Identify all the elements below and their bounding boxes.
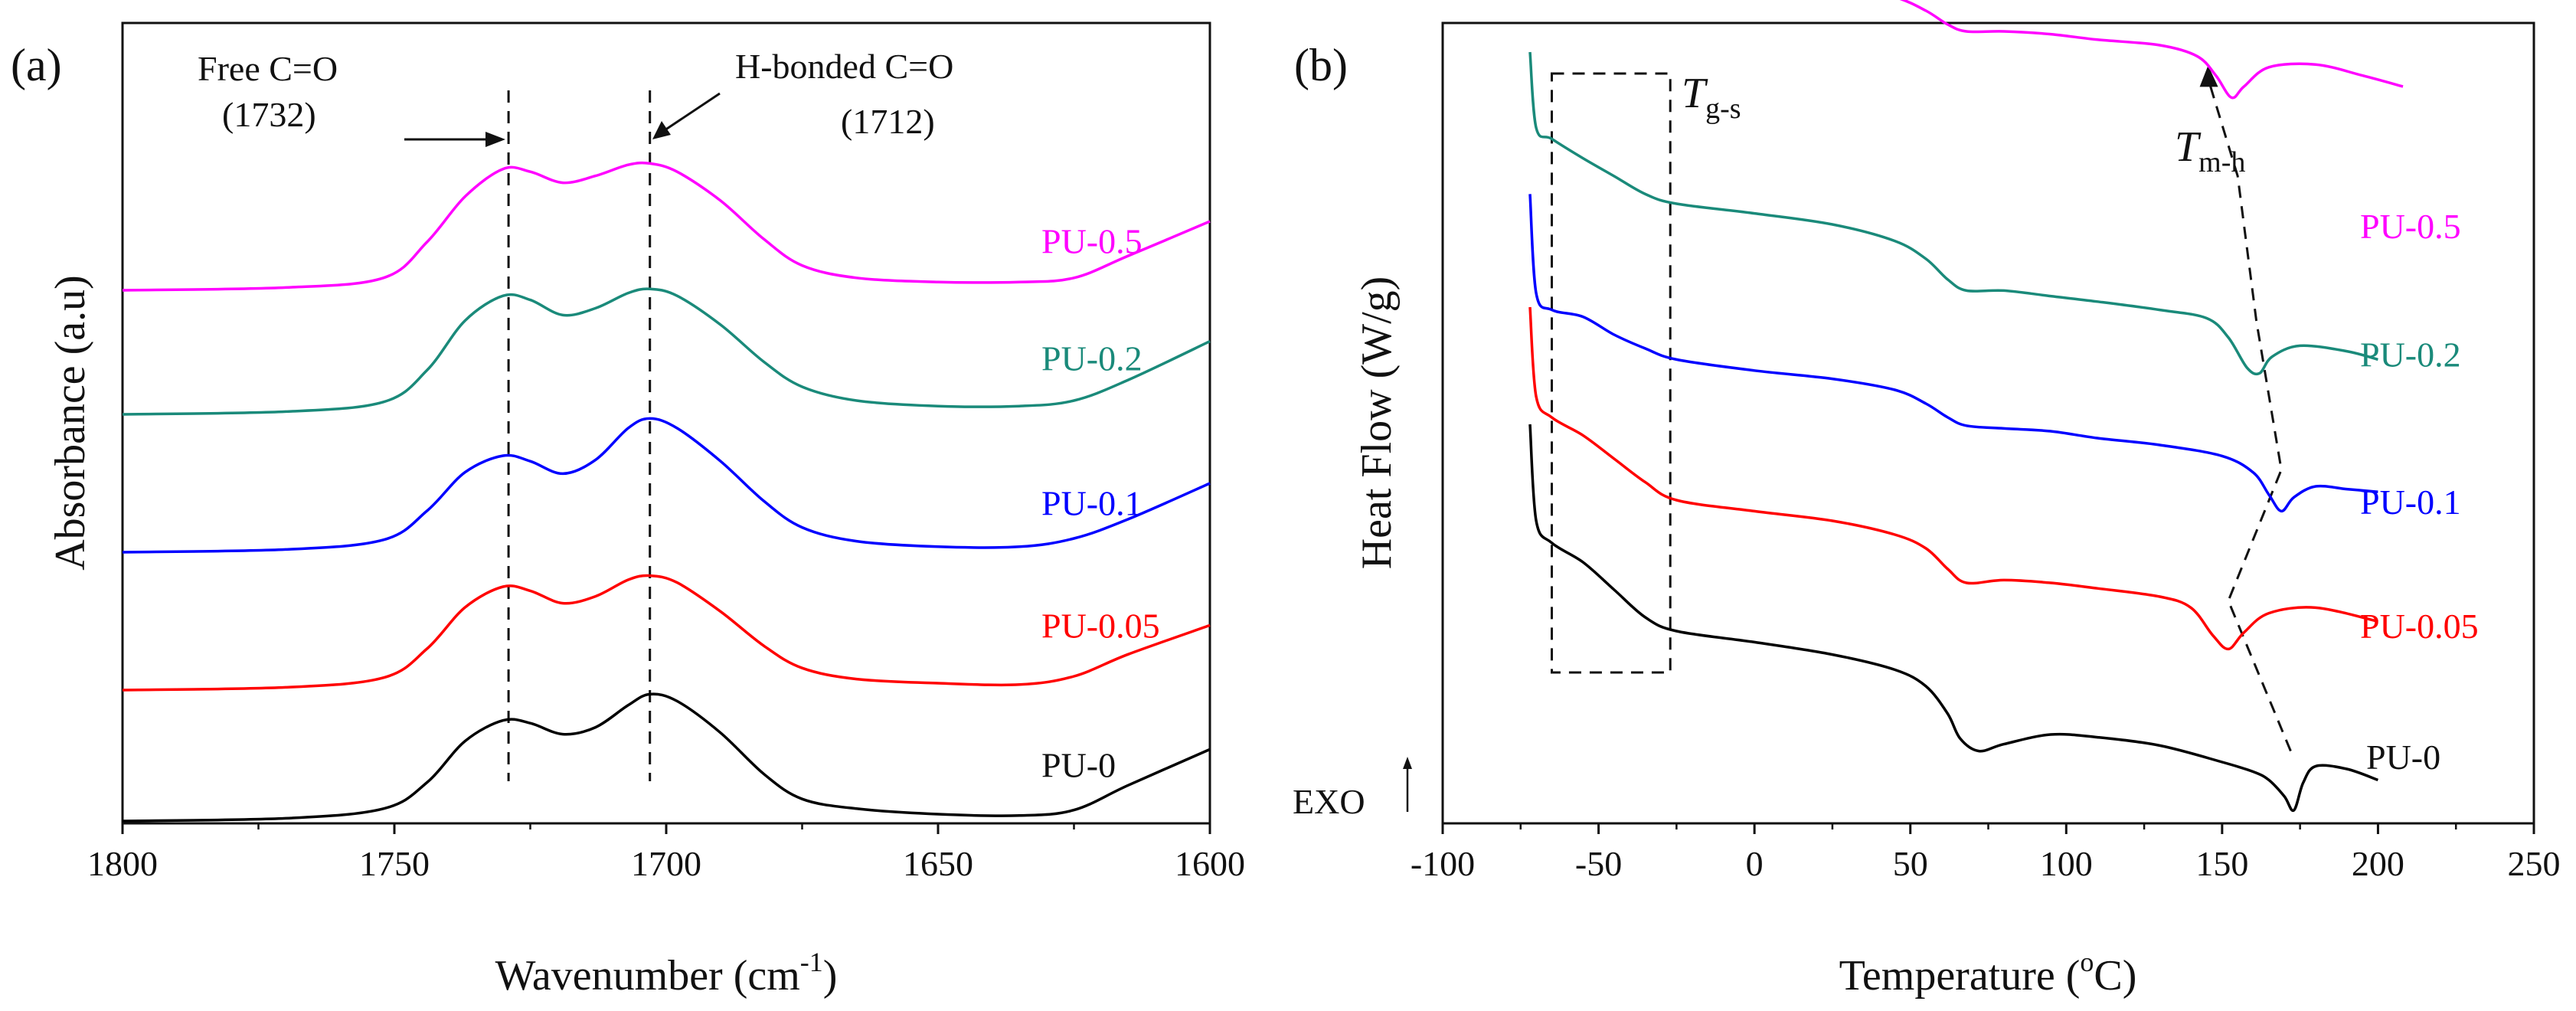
- panel-a-x-axis-title: Wavenumber (cm-1): [495, 947, 838, 1000]
- panel-a-series-line: [122, 692, 1211, 823]
- panel-a-label: (a): [11, 40, 62, 90]
- panel-b-y-axis-title: Heat Flow (W/g): [1353, 276, 1401, 570]
- panel-b-label: (b): [1294, 40, 1348, 90]
- tm-h-label: Tm-h: [2175, 123, 2245, 178]
- free-co-annotation: Free C=O: [198, 49, 338, 88]
- tg-s-region-box: [1551, 72, 1672, 674]
- panel-a-y-axis-title: Absorbance (a.u): [47, 275, 94, 571]
- exo-arrowhead-icon: [1403, 757, 1412, 769]
- panel-b-series-line: [1528, 306, 2378, 651]
- panel-a-x-tick-label: 1800: [87, 844, 158, 883]
- exo-label: EXO: [1293, 782, 1365, 821]
- panel-b-x-tick-label: -100: [1411, 844, 1475, 883]
- panel-b-series-label: PU-0: [2366, 738, 2440, 777]
- panel-b-series-label: PU-0.2: [2360, 335, 2461, 374]
- h-bonded-co-arrow: [664, 92, 721, 132]
- panel-b-series-line: [1528, 51, 2378, 376]
- panel-a-series-label: PU-0: [1041, 745, 1116, 784]
- panel-a-series-line: [122, 574, 1211, 692]
- h-bonded-co-arrowhead: [652, 121, 671, 139]
- panel-b-series-line: [1528, 194, 2378, 513]
- panel-b-x-tick-label: 200: [2352, 844, 2404, 883]
- panel-b-x-tick-label: 150: [2195, 844, 2248, 883]
- panel-b-series-line: [1899, 0, 2404, 100]
- free-co-arrowhead: [485, 132, 505, 147]
- panel-b-series-line: [1528, 424, 2378, 813]
- panel-a-x-tick-label: 1750: [359, 844, 430, 883]
- tm-h-arrowhead: [2199, 65, 2218, 87]
- panel-b-series-label: PU-0.1: [2360, 483, 2461, 522]
- panel-a-series-label: PU-0.5: [1041, 221, 1143, 260]
- panel-a-series-label: PU-0.2: [1041, 339, 1143, 378]
- h-bonded-co-annotation: H-bonded C=O: [735, 47, 953, 86]
- h-bonded-co-wavenumber-annotation: (1712): [841, 102, 935, 141]
- panel-a-chart: (a) 1800 1750 1700 1650 1600 PU-0 PU-0.05 PU-0…: [11, 21, 1245, 1000]
- panel-b-chart: (b) -100 -50 0 50 100 150 200 250 PU-0 PU-0.05 PU…: [1293, 0, 2561, 1000]
- panel-a-series-label: PU-0.05: [1041, 607, 1160, 646]
- tg-s-label: Tg-s: [1682, 70, 1741, 125]
- panel-b-series-label: PU-0.05: [2360, 607, 2479, 646]
- panel-a-series-line: [122, 417, 1211, 554]
- tm-h-guide-line: [2208, 83, 2292, 752]
- panel-b-x-tick-label: 0: [1746, 844, 1764, 883]
- panel-b-x-tick-label: 100: [2040, 844, 2093, 883]
- panel-a-x-tick-label: 1650: [903, 844, 973, 883]
- panel-b-series-label: PU-0.5: [2360, 207, 2461, 246]
- free-co-wavenumber-annotation: (1732): [222, 95, 316, 134]
- panel-a-series-line: [122, 161, 1211, 292]
- panel-a-x-tick-label: 1700: [631, 844, 701, 883]
- panel-b-x-axis-title: Temperature (oC): [1839, 947, 2137, 1000]
- panel-a-x-tick-label: 1600: [1175, 844, 1245, 883]
- panel-a-series-label: PU-0.1: [1041, 483, 1143, 522]
- panel-b-x-tick-label: -50: [1575, 844, 1622, 883]
- panel-b-x-tick-label: 50: [1893, 844, 1928, 883]
- panel-a-series-line: [122, 287, 1211, 416]
- panel-b-x-tick-label: 250: [2508, 844, 2561, 883]
